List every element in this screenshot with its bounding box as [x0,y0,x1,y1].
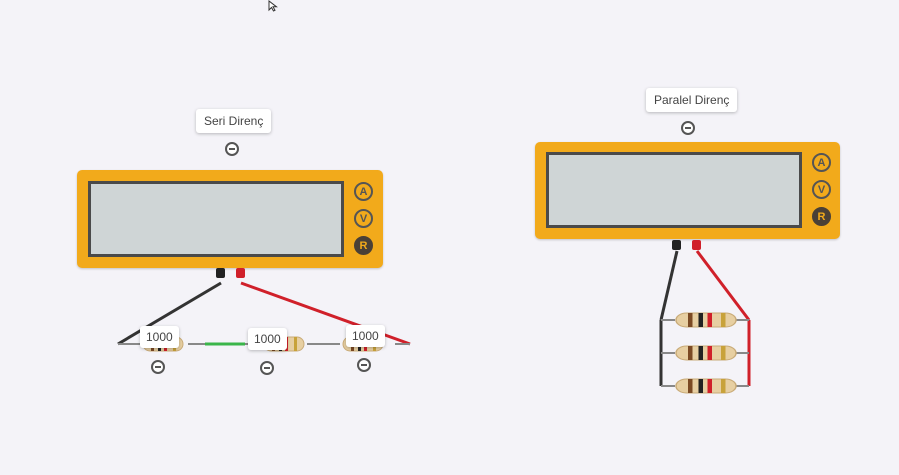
parallel-red-lead[interactable] [695,250,751,321]
series-mode-v-button[interactable]: V [354,209,373,228]
series-resistor-3-value-label[interactable]: 1000 [346,325,385,347]
parallel-mode-a-button[interactable]: A [812,153,831,172]
series-resistor-3-delete-icon[interactable] [357,358,371,372]
parallel-resistor-1[interactable] [675,312,737,328]
series-meter-screen [88,181,344,257]
series-mode-a-button[interactable]: A [354,182,373,201]
parallel-resistor-2[interactable] [675,345,737,361]
series-title-delete-icon[interactable] [225,142,239,156]
parallel-mode-r-label: R [817,210,826,223]
parallel-wires [659,250,751,387]
parallel-meter-screen [546,152,802,228]
series-resistor-3-value: 1000 [352,329,379,343]
parallel-title-text: Paralel Direnç [654,93,730,107]
series-resistor-2-value-label[interactable]: 1000 [248,328,287,350]
series-mode-a-label: A [359,185,368,198]
parallel-multimeter[interactable]: A V R [535,142,840,239]
parallel-mode-v-label: V [817,183,826,196]
series-mode-r-label: R [359,239,368,252]
parallel-mode-v-button[interactable]: V [812,180,831,199]
series-mode-r-button[interactable]: R [354,236,373,255]
series-mode-v-label: V [359,212,368,225]
parallel-black-probe[interactable] [672,240,681,250]
parallel-resistor-3[interactable] [675,378,737,394]
series-multimeter[interactable]: A V R [77,170,383,268]
series-resistor-2-delete-icon[interactable] [260,361,274,375]
series-black-probe[interactable] [216,268,225,278]
series-resistor-1-value-label[interactable]: 1000 [140,326,179,348]
parallel-title-label[interactable]: Paralel Direnç [646,88,738,112]
parallel-mode-r-button[interactable]: R [812,207,831,226]
series-title-text: Seri Direnç [204,114,264,128]
series-resistor-1-value: 1000 [146,330,173,344]
parallel-title-delete-icon[interactable] [681,121,695,135]
parallel-black-lead[interactable] [659,250,679,321]
parallel-red-probe[interactable] [692,240,701,250]
series-resistor-2-value: 1000 [254,332,281,346]
series-title-label[interactable]: Seri Direnç [196,109,272,133]
mouse-cursor-icon [268,0,278,12]
series-red-probe[interactable] [236,268,245,278]
series-black-lead[interactable] [117,281,222,346]
parallel-mode-a-label: A [817,156,826,169]
series-resistor-1-delete-icon[interactable] [151,360,165,374]
